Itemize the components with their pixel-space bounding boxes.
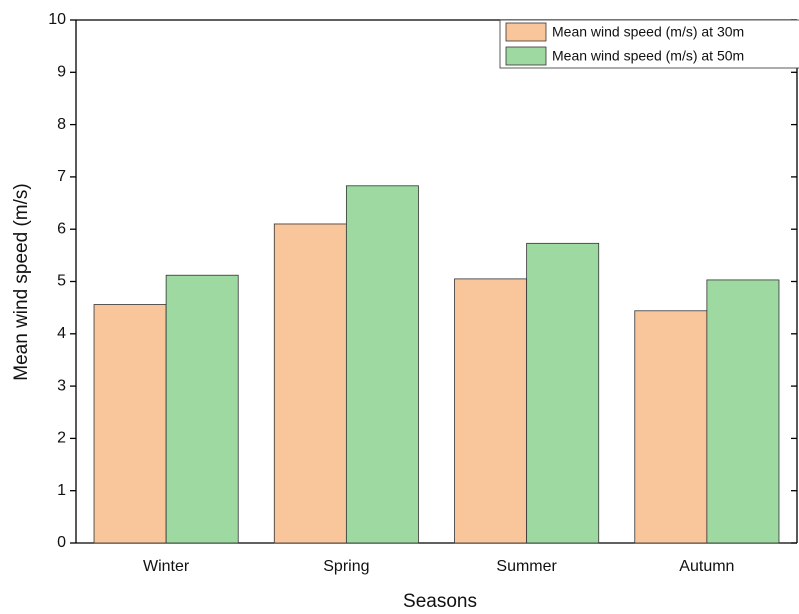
- bar: [165, 274, 239, 544]
- y-tick-label: 2: [57, 430, 66, 447]
- legend-label: Mean wind speed (m/s) at 30m: [552, 24, 744, 40]
- y-tick-label: 6: [57, 220, 66, 237]
- legend-swatch: [505, 46, 547, 66]
- bar: [526, 242, 600, 544]
- x-tick-label: Summer: [496, 558, 557, 575]
- bar: [454, 278, 528, 544]
- y-tick-label: 10: [48, 11, 66, 28]
- legend-box: [499, 19, 799, 69]
- bar: [634, 310, 708, 544]
- y-tick-label: 5: [57, 273, 66, 290]
- y-axis-title: Mean wind speed (m/s): [11, 183, 32, 380]
- y-tick-label: 3: [57, 377, 66, 394]
- legend-label: Mean wind speed (m/s) at 50m: [552, 48, 744, 64]
- bar: [706, 279, 780, 544]
- bar: [273, 223, 347, 544]
- x-tick-label: Winter: [143, 558, 190, 575]
- legend-swatch: [505, 22, 547, 42]
- y-tick-label: 9: [57, 64, 66, 81]
- x-axis-title: Seasons: [403, 591, 477, 612]
- y-tick-label: 1: [57, 482, 66, 499]
- y-tick-label: 7: [57, 168, 66, 185]
- y-tick-label: 4: [57, 325, 66, 342]
- y-tick-label: 8: [57, 116, 66, 133]
- x-tick-label: Autumn: [679, 558, 734, 575]
- bar: [93, 304, 167, 544]
- bar: [345, 185, 419, 544]
- y-tick-label: 0: [57, 534, 66, 551]
- x-tick-label: Spring: [323, 558, 369, 575]
